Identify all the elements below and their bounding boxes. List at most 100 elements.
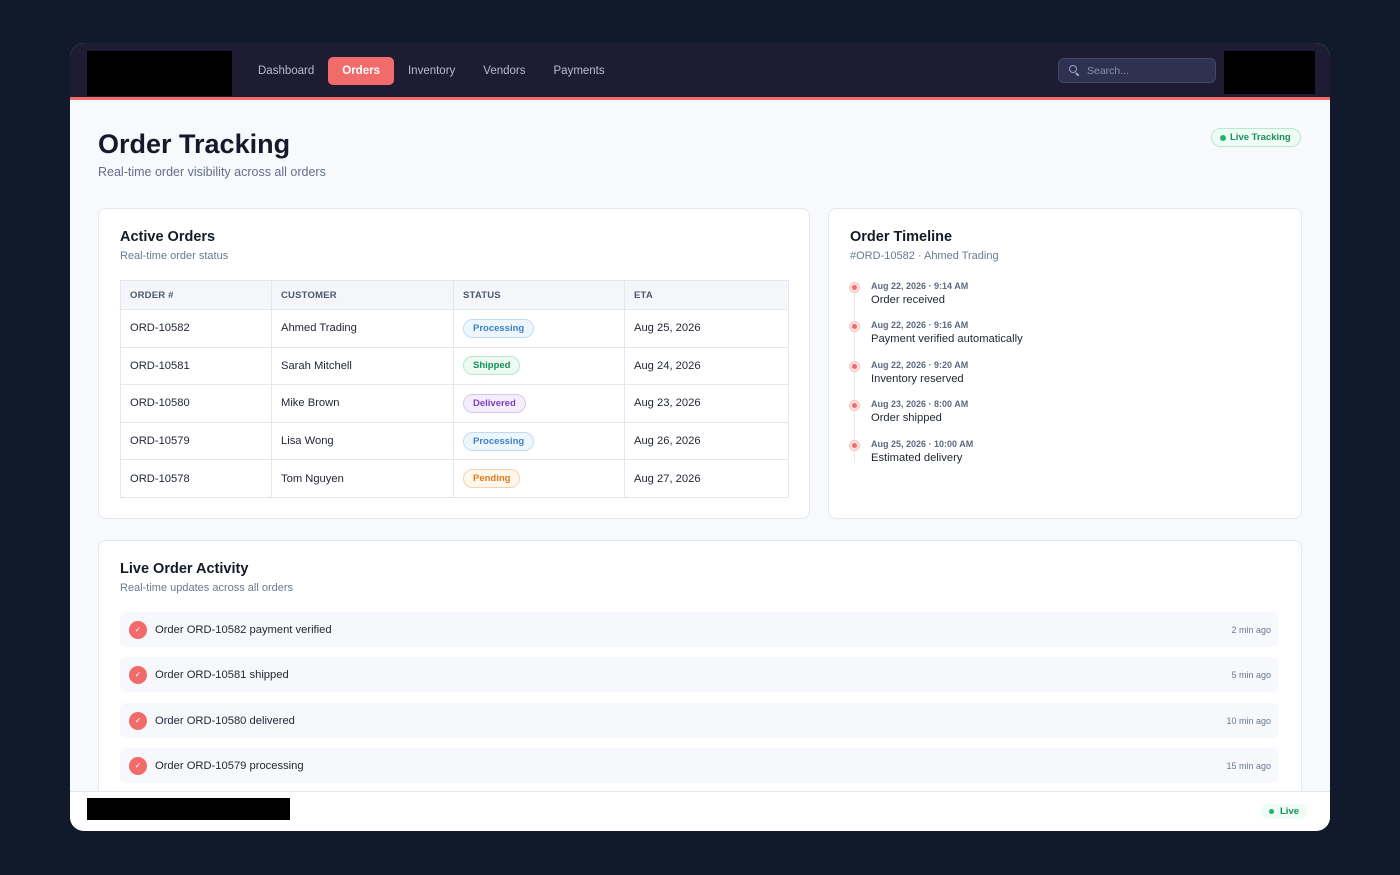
- nav-item-orders[interactable]: Orders: [328, 57, 394, 85]
- status-cell: Processing: [453, 309, 625, 348]
- status-badge: Shipped: [463, 356, 521, 376]
- logo-redacted: [87, 51, 232, 96]
- status-dot-icon: [1269, 809, 1274, 814]
- check-icon: ✓: [129, 665, 147, 684]
- column-header-eta[interactable]: ETA: [624, 280, 789, 310]
- customer-name: Tom Nguyen: [271, 459, 454, 498]
- activity-time: 5 min ago: [1231, 669, 1271, 680]
- table-row[interactable]: ORD-10579 Lisa Wong Processing Aug 26, 2…: [120, 421, 789, 461]
- active-orders-card: Active Orders Real-time order status ORD…: [98, 208, 810, 519]
- card-subtitle: #ORD-10582 · Ahmed Trading: [850, 250, 999, 262]
- live-tracking-label: Live Tracking: [1230, 132, 1291, 143]
- timeline-text: Estimated delivery: [871, 451, 963, 464]
- timeline-time: Aug 22, 2026 · 9:14 AM: [871, 281, 969, 291]
- table-row[interactable]: ORD-10581 Sarah Mitchell Shipped Aug 24,…: [120, 346, 789, 386]
- card-title: Order Timeline: [850, 229, 953, 245]
- timeline-dot-icon: [850, 283, 859, 292]
- column-header-status[interactable]: STATUS: [453, 280, 625, 310]
- timeline-dot-icon: [850, 322, 859, 332]
- status-cell: Delivered: [453, 384, 625, 423]
- order-id: ORD-10582: [120, 309, 272, 348]
- user-menu-redacted[interactable]: [1224, 51, 1315, 94]
- check-icon: ✓: [129, 620, 147, 639]
- activity-item[interactable]: ✓ Order ORD-10581 shipped 5 min ago: [120, 657, 1279, 692]
- card-title: Active Orders: [120, 229, 216, 245]
- card-subtitle: Real-time updates across all orders: [120, 582, 294, 594]
- timeline-text: Inventory reserved: [871, 372, 964, 385]
- activity-time: 15 min ago: [1226, 760, 1271, 771]
- page-subtitle: Real-time order visibility across all or…: [98, 165, 326, 179]
- page-title: Order Tracking: [98, 129, 291, 159]
- timeline-dot-icon: [850, 440, 859, 450]
- eta: Aug 24, 2026: [624, 346, 789, 386]
- eta: Aug 27, 2026: [624, 459, 789, 498]
- activity-time: 10 min ago: [1226, 715, 1271, 726]
- timeline-list: Aug 22, 2026 · 9:14 AM Order received Au…: [850, 281, 1023, 478]
- live-tracking-badge: Live Tracking: [1211, 128, 1301, 147]
- table-row[interactable]: ORD-10582 Ahmed Trading Processing Aug 2…: [120, 309, 789, 348]
- table-row[interactable]: ORD-10578 Tom Nguyen Pending Aug 27, 202…: [120, 459, 789, 498]
- timeline-connector: [854, 281, 855, 463]
- timeline-text: Payment verified automatically: [871, 333, 1023, 346]
- top-nav-bar: Dashboard Orders Inventory Vendors Payme…: [70, 43, 1330, 100]
- activity-text: Order ORD-10580 delivered: [155, 714, 295, 727]
- search-input[interactable]: [1087, 64, 1207, 77]
- eta: Aug 23, 2026: [624, 384, 789, 423]
- customer-name: Mike Brown: [271, 384, 454, 423]
- nav-item-dashboard[interactable]: Dashboard: [258, 65, 315, 77]
- activity-item[interactable]: ✓ Order ORD-10579 processing 15 min ago: [120, 748, 1279, 783]
- eta: Aug 26, 2026: [624, 421, 789, 461]
- column-header-order[interactable]: ORDER #: [120, 280, 272, 310]
- activity-item[interactable]: ✓ Order ORD-10580 delivered 10 min ago: [120, 703, 1279, 738]
- orders-table: ORDER # CUSTOMER STATUS ETA ORD-10582 Ah…: [120, 280, 789, 498]
- main-nav: Dashboard Orders Inventory Vendors Payme…: [244, 57, 619, 85]
- live-activity-card: Live Order Activity Real-time updates ac…: [98, 540, 1302, 820]
- activity-time: 2 min ago: [1231, 624, 1271, 635]
- status-cell: Processing: [453, 421, 625, 461]
- order-timeline-card: Order Timeline #ORD-10582 · Ahmed Tradin…: [828, 208, 1302, 519]
- search-icon: [1069, 64, 1081, 77]
- order-id: ORD-10579: [120, 421, 272, 461]
- status-badge: Pending: [463, 469, 521, 489]
- status-badge: Delivered: [463, 393, 526, 413]
- status-badge: Processing: [463, 318, 535, 338]
- status-dot-icon: [1220, 134, 1226, 141]
- nav-item-vendors[interactable]: Vendors: [483, 65, 526, 77]
- order-id: ORD-10580: [120, 384, 272, 423]
- timeline-event: Aug 23, 2026 · 8:00 AM Order shipped: [850, 399, 1023, 438]
- status-cell: Shipped: [453, 346, 625, 386]
- card-subtitle: Real-time order status: [120, 250, 229, 262]
- footer-bar: Live: [70, 791, 1330, 831]
- search-box[interactable]: [1058, 58, 1216, 83]
- column-header-customer[interactable]: CUSTOMER: [271, 280, 454, 310]
- table-row[interactable]: ORD-10580 Mike Brown Delivered Aug 23, 2…: [120, 384, 789, 423]
- card-title: Live Order Activity: [120, 561, 249, 577]
- check-icon: ✓: [129, 756, 147, 775]
- timeline-event: Aug 22, 2026 · 9:20 AM Inventory reserve…: [850, 360, 1023, 399]
- timeline-event: Aug 22, 2026 · 9:14 AM Order received: [850, 281, 1023, 320]
- timeline-event: Aug 25, 2026 · 10:00 AM Estimated delive…: [850, 439, 1023, 478]
- activity-text: Order ORD-10581 shipped: [155, 668, 289, 681]
- timeline-time: Aug 23, 2026 · 8:00 AM: [871, 399, 969, 410]
- nav-item-inventory[interactable]: Inventory: [407, 65, 456, 77]
- customer-name: Ahmed Trading: [271, 309, 454, 348]
- app-window: Dashboard Orders Inventory Vendors Payme…: [70, 43, 1330, 831]
- footer-live-indicator: Live: [1261, 804, 1308, 819]
- nav-item-payments[interactable]: Payments: [553, 65, 605, 77]
- timeline-time: Aug 25, 2026 · 10:00 AM: [871, 438, 974, 449]
- timeline-dot-icon: [850, 361, 859, 371]
- activity-text: Order ORD-10579 processing: [155, 759, 304, 772]
- order-id: ORD-10581: [120, 346, 272, 386]
- activity-item[interactable]: ✓ Order ORD-10582 payment verified 2 min…: [120, 612, 1279, 647]
- timeline-text: Order received: [871, 294, 945, 306]
- customer-name: Sarah Mitchell: [271, 346, 454, 386]
- status-cell: Pending: [453, 459, 625, 498]
- customer-name: Lisa Wong: [271, 421, 454, 461]
- footer-text-redacted: [87, 798, 290, 820]
- status-badge: Processing: [463, 431, 535, 451]
- eta: Aug 25, 2026: [624, 309, 789, 348]
- order-id: ORD-10578: [120, 459, 272, 498]
- check-icon: ✓: [129, 711, 147, 730]
- timeline-event: Aug 22, 2026 · 9:16 AM Payment verified …: [850, 320, 1023, 359]
- footer-live-label: Live: [1280, 806, 1300, 817]
